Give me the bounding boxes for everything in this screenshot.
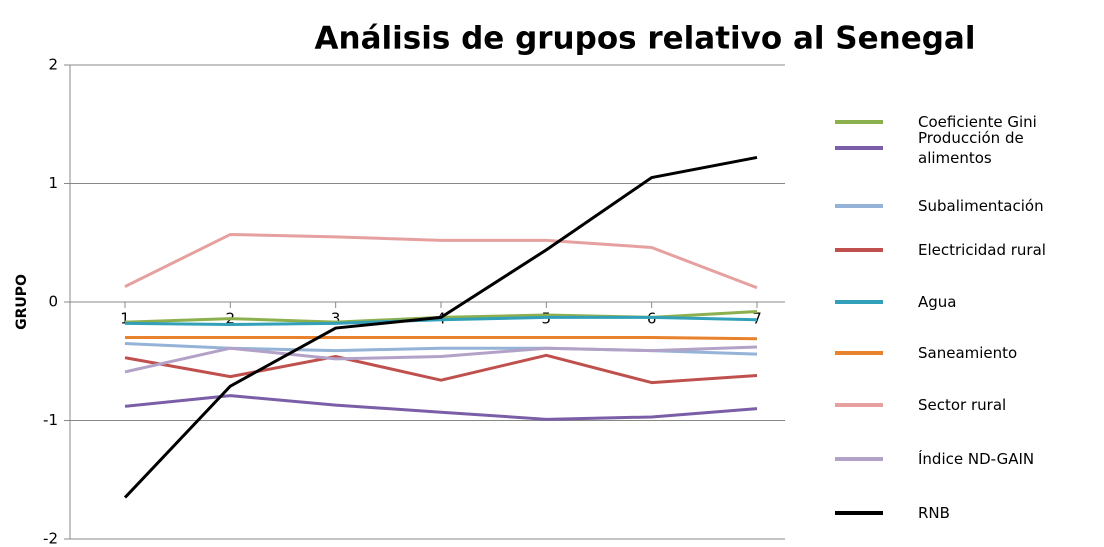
series-line: [123, 155, 758, 499]
legend-swatch: [835, 204, 883, 208]
chart-title: Análisis de grupos relativo al Senegal: [315, 21, 976, 57]
legend-label: Agua: [918, 293, 957, 311]
y-tick-label: 2: [48, 56, 58, 74]
legend-item: Sector rural: [835, 395, 1078, 415]
legend-item: Agua: [835, 292, 1078, 312]
x-tick-label: 1: [120, 310, 130, 328]
legend-swatch: [835, 248, 883, 252]
legend-label: Producción de alimentos: [918, 129, 1024, 167]
legend-swatch: [835, 457, 883, 461]
legend-item: Coeficiente Gini: [835, 112, 1078, 132]
legend-item: Producción de alimentos: [835, 128, 1078, 168]
y-tick-label: 0: [48, 293, 58, 311]
series-line: [124, 315, 758, 327]
legend-item: RNB: [835, 503, 1078, 523]
legend-swatch: [835, 146, 883, 150]
legend-label: Subalimentación: [918, 197, 1044, 215]
legend-swatch: [835, 403, 883, 407]
y-tick-label: -1: [43, 411, 58, 429]
y-axis-label: GRUPO: [14, 274, 30, 330]
legend-item: Subalimentación: [835, 196, 1078, 216]
legend-label: Índice ND-GAIN: [918, 450, 1035, 468]
legend-item: Electricidad rural: [835, 240, 1078, 260]
legend-label: Coeficiente Gini: [918, 113, 1037, 131]
y-tick-label: -2: [43, 530, 58, 547]
legend-swatch: [835, 351, 883, 355]
series-line: [124, 394, 758, 421]
y-tick-label: 1: [48, 174, 58, 192]
legend-swatch: [835, 511, 883, 515]
series-line: [124, 345, 758, 374]
legend-label: Sector rural: [918, 396, 1007, 414]
legend-item: Saneamiento: [835, 343, 1078, 363]
legend-label: RNB: [918, 504, 950, 522]
series-line: [125, 336, 758, 341]
legend-swatch: [835, 300, 883, 304]
legend-label: Saneamiento: [918, 344, 1018, 362]
legend-label: Electricidad rural: [918, 241, 1046, 259]
legend-item: Índice ND-GAIN: [835, 449, 1078, 469]
legend-swatch: [835, 120, 883, 124]
series-line: [124, 232, 758, 290]
series-line: [124, 353, 758, 385]
x-tick-label: 3: [331, 310, 341, 328]
